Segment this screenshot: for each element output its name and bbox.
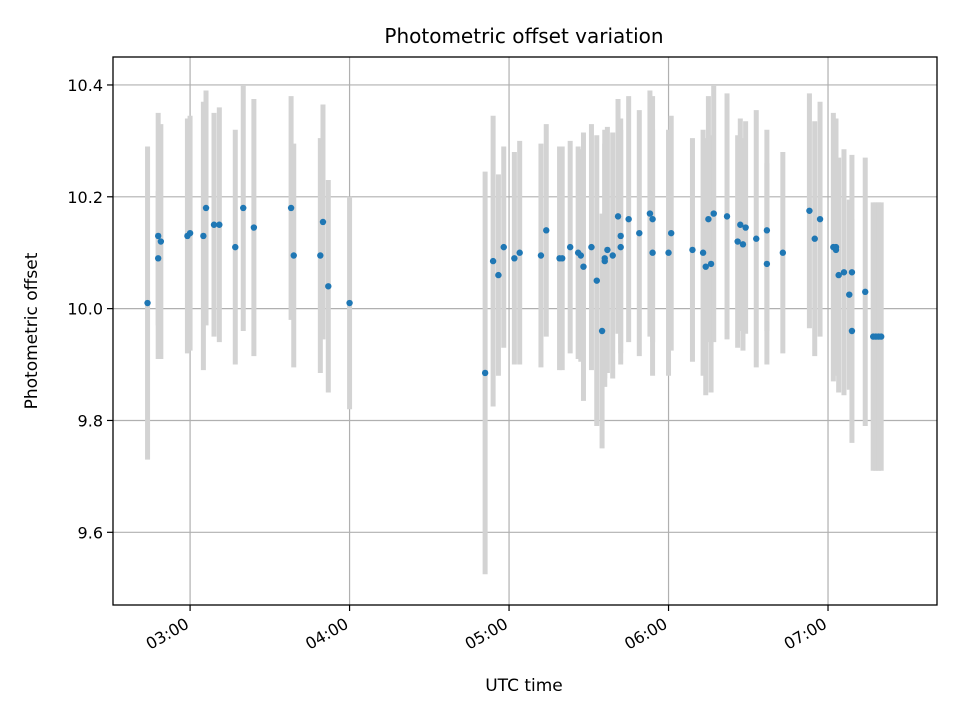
data-point	[699, 249, 707, 256]
data-point	[707, 260, 715, 268]
data-point	[877, 333, 885, 340]
data-point	[240, 204, 247, 212]
data-point	[742, 224, 749, 231]
y-tick-label: 10.0	[67, 300, 103, 319]
data-point	[200, 232, 207, 240]
data-point	[835, 271, 842, 279]
data-point	[598, 327, 606, 335]
data-point	[636, 229, 643, 237]
data-points	[144, 204, 885, 377]
data-point	[816, 215, 824, 223]
y-axis: 9.6 9.8 10.0 10.2 10.4	[67, 76, 113, 542]
grid	[113, 57, 937, 605]
data-point	[601, 257, 608, 265]
data-point	[646, 210, 654, 217]
data-point	[287, 204, 295, 212]
data-point	[649, 215, 656, 223]
data-point	[649, 249, 656, 256]
data-point	[689, 246, 696, 254]
data-point	[593, 277, 600, 284]
data-point	[617, 232, 624, 240]
data-point	[614, 213, 622, 220]
data-point	[840, 269, 848, 276]
data-point	[734, 238, 741, 245]
data-point	[625, 215, 632, 223]
data-point	[848, 269, 856, 276]
data-point	[154, 232, 162, 240]
plot-frame	[112, 56, 938, 606]
data-point	[346, 299, 353, 307]
y-tick-label: 10.4	[67, 76, 103, 95]
data-point	[763, 227, 771, 234]
data-point	[763, 260, 771, 268]
data-point	[516, 249, 523, 256]
data-point	[723, 213, 731, 220]
data-point	[566, 243, 574, 251]
data-point	[832, 246, 840, 254]
data-point	[157, 238, 165, 245]
data-point	[511, 255, 518, 262]
x-axis-label: UTC time	[485, 676, 563, 696]
data-point	[779, 249, 787, 256]
data-point	[580, 263, 587, 270]
data-point	[250, 224, 258, 231]
data-point	[537, 252, 545, 259]
data-point	[577, 252, 585, 259]
data-point	[216, 221, 223, 228]
data-point	[848, 327, 856, 335]
data-point	[290, 252, 297, 259]
data-point	[739, 241, 747, 248]
data-point	[702, 263, 709, 270]
data-point	[186, 229, 194, 237]
data-point	[559, 255, 566, 262]
data-point	[317, 252, 324, 259]
data-point	[543, 227, 550, 234]
data-point	[811, 235, 818, 242]
y-tick-label: 10.2	[67, 188, 103, 207]
data-point	[609, 252, 616, 259]
data-point	[500, 243, 507, 251]
data-point	[710, 210, 717, 217]
data-point	[495, 271, 502, 279]
y-tick-label: 9.6	[78, 523, 103, 542]
data-point	[144, 299, 151, 307]
data-point	[319, 218, 327, 226]
y-tick-label: 9.8	[78, 411, 103, 430]
data-point	[667, 229, 675, 237]
data-point	[210, 221, 218, 228]
data-point	[806, 207, 813, 214]
data-point	[154, 255, 162, 262]
data-point	[753, 235, 760, 242]
data-point	[489, 257, 497, 265]
data-point	[705, 215, 712, 223]
data-point	[604, 246, 611, 254]
data-point	[232, 243, 239, 251]
data-point	[846, 291, 853, 298]
y-axis-label: Photometric offset	[22, 252, 42, 409]
data-point	[588, 243, 595, 251]
chart-title: Photometric offset variation	[384, 24, 663, 48]
data-point	[202, 204, 210, 212]
data-point	[617, 243, 624, 251]
data-point	[862, 288, 869, 296]
data-point	[481, 369, 489, 377]
data-point	[665, 249, 672, 256]
data-point	[737, 221, 744, 228]
data-point	[325, 283, 332, 290]
